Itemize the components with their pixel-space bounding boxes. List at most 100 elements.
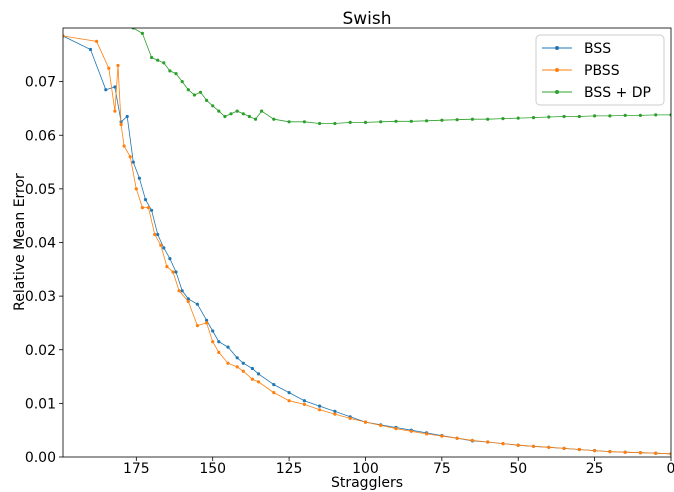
data-point bbox=[623, 113, 627, 117]
data-point bbox=[156, 58, 160, 62]
data-point bbox=[253, 117, 258, 121]
data-point bbox=[577, 447, 581, 452]
data-point bbox=[516, 443, 520, 447]
y-tick-label: 0.05 bbox=[25, 182, 56, 198]
data-point bbox=[113, 85, 117, 89]
data-point bbox=[425, 432, 429, 436]
data-point bbox=[174, 72, 178, 76]
data-point bbox=[547, 445, 551, 449]
data-point bbox=[104, 88, 108, 92]
data-point bbox=[186, 297, 190, 301]
data-point bbox=[174, 270, 178, 274]
data-point bbox=[486, 440, 490, 444]
data-point bbox=[162, 61, 166, 65]
data-point bbox=[116, 63, 120, 68]
data-point bbox=[150, 55, 154, 60]
data-point bbox=[379, 120, 383, 124]
data-point bbox=[501, 442, 505, 446]
axis-layer: 175 150 125 100 75 50 25 0 0.00 0.01 0.02 0.03 0.04 0… bbox=[25, 75, 674, 477]
data-point bbox=[195, 302, 199, 306]
data-point bbox=[205, 318, 209, 322]
data-point bbox=[363, 420, 368, 424]
y-tick-label: 0.06 bbox=[25, 128, 56, 144]
data-point bbox=[547, 115, 551, 119]
data-point bbox=[235, 109, 239, 113]
data-point bbox=[348, 120, 352, 124]
x-tick-label: 25 bbox=[586, 461, 604, 477]
data-point bbox=[440, 434, 444, 438]
data-point bbox=[272, 117, 276, 121]
data-point bbox=[235, 356, 239, 360]
data-point bbox=[654, 113, 658, 117]
data-point bbox=[577, 114, 581, 119]
data-point bbox=[171, 270, 175, 274]
data-point bbox=[205, 321, 209, 325]
data-point bbox=[287, 391, 291, 395]
data-point bbox=[205, 98, 209, 102]
data-point bbox=[394, 427, 398, 431]
data-point bbox=[247, 114, 251, 119]
x-axis-label: Stragglers bbox=[331, 475, 403, 491]
x-tick-label: 50 bbox=[509, 461, 527, 477]
data-point bbox=[177, 289, 181, 293]
data-point bbox=[379, 423, 383, 427]
data-point bbox=[241, 369, 245, 373]
data-point bbox=[88, 47, 93, 52]
data-point bbox=[333, 412, 337, 416]
data-point bbox=[241, 112, 245, 116]
data-point bbox=[119, 122, 123, 127]
legend: BSS PBSS BSS + DP bbox=[535, 34, 665, 106]
data-point bbox=[131, 160, 135, 164]
x-tick-label: 0 bbox=[667, 461, 674, 477]
x-tick-label: 75 bbox=[433, 461, 451, 477]
data-point bbox=[638, 451, 643, 455]
data-point bbox=[211, 104, 215, 108]
data-point bbox=[638, 113, 643, 117]
series-line bbox=[133, 28, 671, 124]
data-point bbox=[302, 399, 306, 403]
data-point bbox=[211, 329, 215, 333]
y-tick-label: 0.07 bbox=[25, 75, 56, 91]
data-point bbox=[593, 449, 597, 453]
x-tick-label: 125 bbox=[276, 461, 303, 477]
data-point bbox=[608, 450, 612, 454]
data-point bbox=[211, 340, 215, 344]
legend-label: BSS + DP bbox=[584, 85, 651, 101]
data-point bbox=[608, 114, 612, 118]
y-tick-label: 0.02 bbox=[25, 343, 56, 359]
x-tick-label: 100 bbox=[352, 461, 379, 477]
data-point bbox=[192, 93, 196, 97]
data-point bbox=[425, 119, 429, 123]
data-point bbox=[195, 324, 199, 328]
data-point bbox=[455, 436, 459, 440]
data-point bbox=[470, 117, 474, 121]
data-point bbox=[241, 361, 245, 365]
data-point bbox=[168, 69, 172, 73]
data-point bbox=[140, 206, 144, 210]
data-point bbox=[159, 243, 163, 247]
data-point bbox=[122, 144, 126, 148]
data-point bbox=[156, 232, 160, 237]
data-point bbox=[287, 120, 291, 124]
data-point bbox=[150, 208, 154, 212]
data-point bbox=[516, 116, 520, 120]
data-point bbox=[128, 155, 132, 159]
legend-label: PBSS bbox=[584, 63, 620, 79]
data-point bbox=[409, 429, 413, 433]
data-point bbox=[318, 404, 322, 408]
legend-box bbox=[535, 34, 665, 106]
data-point bbox=[134, 187, 138, 191]
data-point bbox=[165, 265, 169, 269]
data-point bbox=[256, 372, 261, 376]
data-point bbox=[440, 118, 444, 122]
data-point bbox=[226, 361, 230, 365]
data-point bbox=[486, 117, 490, 121]
data-point bbox=[137, 176, 141, 180]
y-tick-label: 0.03 bbox=[25, 289, 56, 305]
legend-label: BSS bbox=[584, 41, 611, 57]
data-point bbox=[107, 66, 111, 70]
data-point bbox=[562, 446, 566, 450]
data-point bbox=[180, 80, 184, 84]
data-point bbox=[272, 383, 276, 387]
